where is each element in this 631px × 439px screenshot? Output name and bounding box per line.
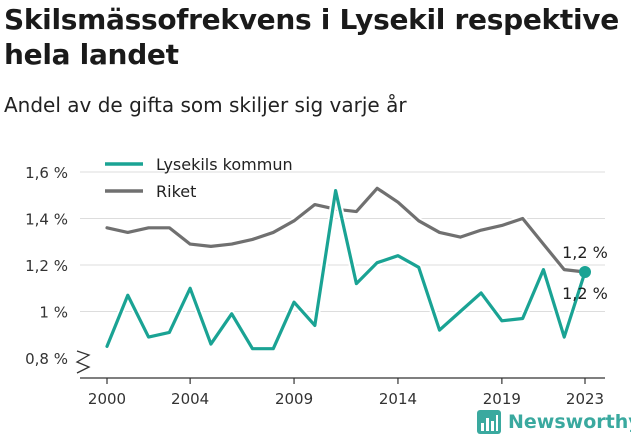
x-tick-label: 2019 (483, 390, 521, 408)
legend: Lysekils kommun Riket (105, 155, 293, 201)
x-tick-label: 2014 (379, 390, 417, 408)
series-line-lysekil (105, 189, 587, 351)
series-lines (103, 184, 591, 353)
end-labels: 1,2 % 1,2 % (562, 243, 608, 303)
x-tick-label: 2023 (566, 390, 604, 408)
y-tick-label: 1,4 % (25, 211, 68, 229)
y-tick-label: 1,2 % (25, 257, 68, 275)
end-label-lysekil: 1,2 % (562, 284, 608, 303)
end-label-riket: 1,2 % (562, 243, 608, 262)
y-tick-label: 0,8 % (25, 350, 68, 368)
y-tick-label: 1 % (39, 304, 68, 322)
legend-label: Lysekils kommun (156, 155, 293, 174)
x-tick-label: 2004 (171, 390, 209, 408)
axis-break-mark (75, 350, 91, 374)
brand-name: Newsworthy (508, 411, 631, 433)
legend-label: Riket (156, 182, 196, 201)
x-tick-label: 2000 (88, 390, 126, 408)
chart-subtitle: Andel av de gifta som skiljer sig varje … (4, 93, 407, 117)
brand-logo: Newsworthy (476, 408, 631, 436)
bar-chart-icon (477, 410, 501, 434)
series-end-marker (579, 265, 591, 278)
series-line-riket (105, 186, 587, 274)
series-halo (103, 187, 589, 353)
x-tick-label: 2009 (275, 390, 313, 408)
chart-title: Skilsmässofrekvens i Lysekil respektive … (4, 3, 619, 71)
axes: 0,8 % 1 % 1,2 % 1,4 % 1,6 % 2000 2004 2009 2014 2… (25, 164, 605, 408)
y-tick-label: 1,6 % (25, 164, 68, 182)
